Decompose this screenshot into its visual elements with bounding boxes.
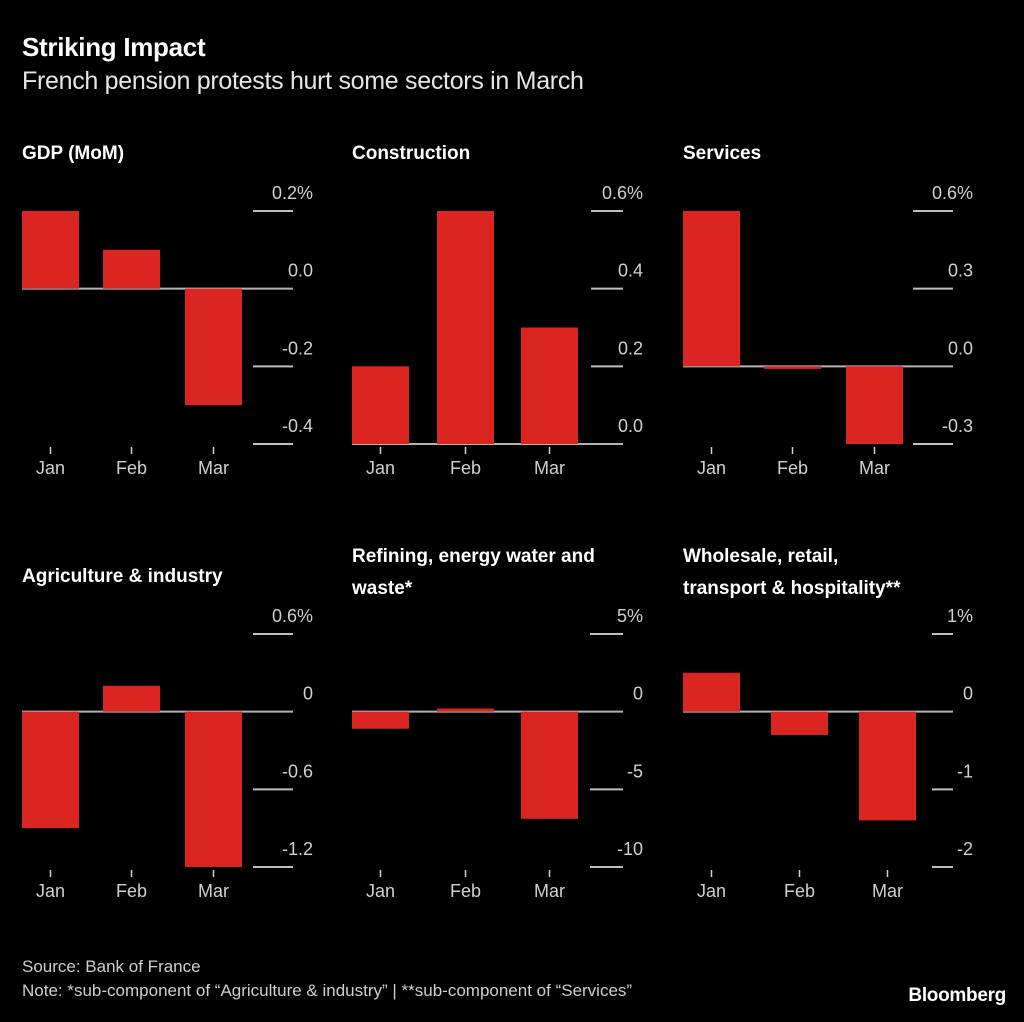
bar-feb	[437, 211, 494, 444]
bar-mar	[859, 711, 916, 821]
x-tick-label: Mar	[859, 458, 890, 478]
y-tick-label: -2	[957, 839, 973, 859]
x-tick-label: Jan	[366, 881, 395, 901]
bar-mar	[521, 327, 578, 444]
y-tick-label: 0.3	[948, 261, 973, 281]
panel-title: Refining, energy water and	[352, 546, 595, 567]
x-tick-label: Feb	[450, 458, 481, 478]
x-tick-label: Jan	[36, 881, 65, 901]
y-tick-label: 0.6%	[932, 183, 973, 203]
bar-mar	[185, 711, 242, 867]
y-tick-label: -1.2	[282, 839, 313, 859]
panel-title: transport & hospitality**	[683, 578, 901, 599]
bar-feb	[103, 249, 160, 289]
x-tick-label: Jan	[36, 458, 65, 478]
y-tick-label: -0.6	[282, 761, 313, 781]
y-tick-label: 1%	[947, 606, 973, 626]
x-tick-label: Feb	[784, 881, 815, 901]
x-tick-label: Feb	[116, 458, 147, 478]
panel-title: Wholesale, retail,	[683, 546, 838, 567]
x-tick-label: Jan	[366, 458, 395, 478]
y-tick-label: 5%	[617, 606, 643, 626]
x-tick-label: Feb	[116, 881, 147, 901]
panel-title: Construction	[352, 143, 470, 164]
bar-jan	[22, 211, 79, 289]
panel-title: Services	[683, 143, 761, 164]
x-tick-label: Feb	[777, 458, 808, 478]
x-tick-label: Mar	[872, 881, 903, 901]
y-tick-label: 0.6%	[272, 606, 313, 626]
y-tick-label: 0.0	[288, 261, 313, 281]
y-tick-label: 0	[303, 684, 313, 704]
panel-title: waste*	[351, 578, 413, 599]
y-tick-label: -5	[627, 761, 643, 781]
y-tick-label: 0.0	[948, 338, 973, 358]
chart-title: Striking Impact	[22, 32, 206, 62]
x-tick-label: Jan	[697, 458, 726, 478]
source-note: Source: Bank of France	[22, 957, 201, 976]
y-tick-label: -0.2	[282, 338, 313, 358]
panel-title: GDP (MoM)	[22, 143, 124, 164]
bar-mar	[846, 366, 903, 444]
x-tick-label: Feb	[450, 881, 481, 901]
x-tick-label: Jan	[697, 881, 726, 901]
bar-jan	[683, 672, 740, 712]
bar-jan	[22, 711, 79, 829]
bar-mar	[185, 288, 242, 406]
y-tick-label: 0.4	[618, 261, 643, 281]
bar-feb	[103, 685, 160, 712]
bloomberg-logo: Bloomberg	[908, 985, 1006, 1006]
bar-jan	[352, 711, 409, 729]
y-tick-label: -0.4	[282, 416, 313, 436]
x-tick-label: Mar	[534, 458, 565, 478]
y-tick-label: -0.3	[942, 416, 973, 436]
y-tick-label: 0	[963, 684, 973, 704]
y-tick-label: 0.2%	[272, 183, 313, 203]
panel-title: Agriculture & industry	[22, 566, 223, 587]
y-tick-label: 0	[633, 684, 643, 704]
x-tick-label: Mar	[198, 458, 229, 478]
y-tick-label: 0.0	[618, 416, 643, 436]
footnote: Note: *sub-component of “Agriculture & i…	[22, 981, 633, 1000]
bar-jan	[352, 366, 409, 444]
bar-mar	[521, 711, 578, 819]
y-tick-label: -1	[957, 761, 973, 781]
x-tick-label: Mar	[534, 881, 565, 901]
y-tick-label: 0.6%	[602, 183, 643, 203]
bar-jan	[683, 211, 740, 367]
bar-feb	[764, 366, 821, 369]
chart-subtitle: French pension protests hurt some sector…	[22, 67, 584, 95]
bar-feb	[771, 711, 828, 735]
y-tick-label: -10	[617, 839, 643, 859]
x-tick-label: Mar	[198, 881, 229, 901]
y-tick-label: 0.2	[618, 338, 643, 358]
bar-feb	[437, 708, 494, 712]
